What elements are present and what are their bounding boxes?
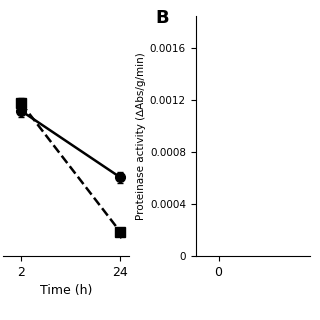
X-axis label: Time (h): Time (h) xyxy=(40,284,92,297)
Y-axis label: Proteinase activity (∆Abs/g/min): Proteinase activity (∆Abs/g/min) xyxy=(136,52,146,220)
Text: *: * xyxy=(116,232,124,247)
Text: B: B xyxy=(156,9,169,27)
